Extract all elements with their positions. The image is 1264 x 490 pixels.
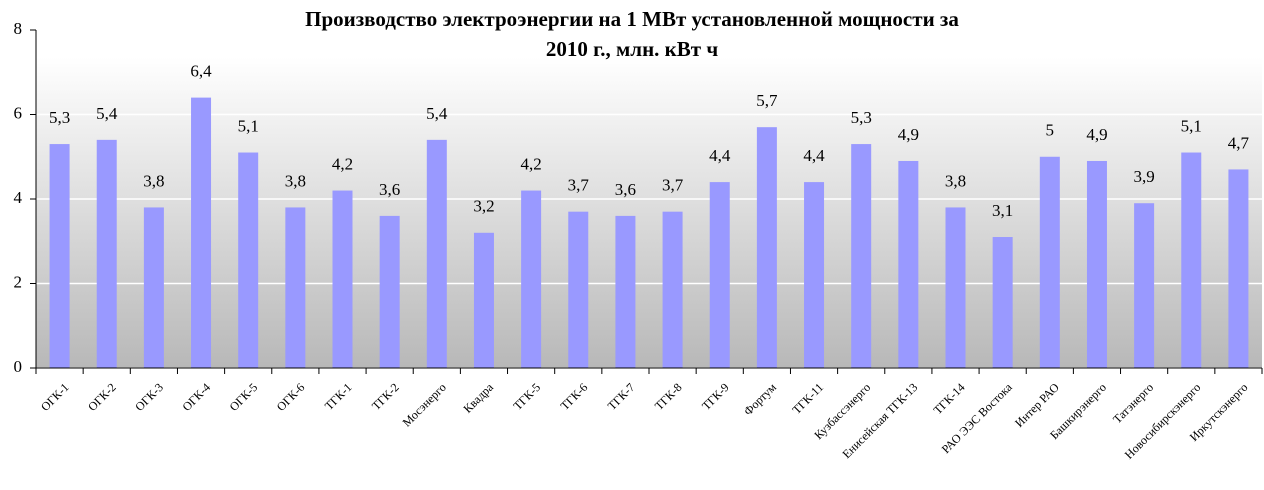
x-tick-label: ТГК-7 [605, 380, 638, 413]
value-label: 3,9 [1133, 167, 1154, 186]
bar [143, 207, 164, 368]
x-tick-label: ОГК-6 [274, 380, 308, 414]
bar [1228, 169, 1249, 368]
value-label: 3,7 [568, 176, 590, 195]
value-label: 3,8 [945, 171, 966, 190]
bar [1039, 156, 1060, 368]
y-tick-label: 2 [14, 272, 23, 291]
x-tick-label: ТГК-11 [789, 380, 826, 417]
value-label: 3,8 [143, 171, 164, 190]
value-label: 5,3 [851, 108, 872, 127]
y-tick-label: 4 [14, 188, 23, 207]
x-tick-label: ТГК-8 [652, 380, 685, 413]
x-tick-label: Квадра [460, 380, 496, 416]
value-label: 5,1 [1181, 116, 1202, 135]
bar [285, 207, 306, 368]
x-tick-label: Татэнерго [1110, 380, 1156, 426]
bar [49, 144, 70, 368]
x-tick-label: ТГК-5 [510, 380, 543, 413]
value-label: 4,9 [1086, 125, 1107, 144]
plot-background [36, 57, 1262, 368]
bar [238, 152, 259, 368]
value-label: 4,4 [803, 146, 825, 165]
value-label: 3,6 [379, 180, 400, 199]
x-tick-label: ТГК-9 [699, 380, 732, 413]
value-label: 3,6 [615, 180, 636, 199]
bar [615, 215, 636, 368]
x-tick-label: Интер РАО [1012, 380, 1062, 430]
x-tick-label: Мосэнерго [400, 380, 449, 429]
x-tick-label: Фортум [741, 380, 779, 418]
value-label: 4,2 [332, 154, 353, 173]
value-label: 4,7 [1228, 133, 1250, 152]
x-tick-label: ОГК-1 [38, 380, 72, 414]
bar [662, 211, 683, 368]
x-tick-label: ОГК-2 [85, 380, 119, 414]
bar [1086, 160, 1107, 368]
x-tick-label: ОГК-5 [227, 380, 261, 414]
value-label: 3,1 [992, 201, 1013, 220]
value-label: 5 [1046, 121, 1055, 140]
x-tick-label: ТГК-1 [322, 380, 355, 413]
value-label: 5,4 [426, 104, 448, 123]
value-label: 5,4 [96, 104, 118, 123]
y-tick-label: 6 [14, 103, 23, 122]
bar [568, 211, 589, 368]
bar [945, 207, 966, 368]
y-tick-label: 0 [14, 357, 23, 376]
bar [851, 144, 872, 368]
x-tick-label: ТГК-2 [369, 380, 402, 413]
x-tick-label: ТГК-14 [931, 380, 968, 417]
bar [1134, 203, 1155, 368]
value-label: 5,7 [756, 91, 778, 110]
value-label: 6,4 [190, 62, 212, 81]
value-label: 3,2 [473, 197, 494, 216]
value-label: 3,7 [662, 176, 684, 195]
bar [426, 139, 447, 368]
bar [709, 182, 730, 368]
bar [473, 232, 494, 368]
x-tick-label: ОГК-3 [132, 380, 166, 414]
value-label: 4,4 [709, 146, 731, 165]
bar [191, 97, 212, 368]
bar [1181, 152, 1202, 368]
bar [804, 182, 825, 368]
value-label: 5,1 [238, 116, 259, 135]
bar [756, 127, 777, 368]
bar [992, 237, 1013, 368]
chart-title: Производство электроэнергии на 1 МВт уст… [305, 7, 959, 61]
bar [898, 160, 919, 368]
x-tick-label: ТГК-6 [558, 380, 591, 413]
bar [332, 190, 353, 368]
value-label: 3,8 [285, 171, 306, 190]
value-label: 5,3 [49, 108, 70, 127]
value-label: 4,2 [520, 154, 541, 173]
bar [96, 139, 117, 368]
bar [379, 215, 400, 368]
value-label: 4,9 [898, 125, 919, 144]
y-tick-label: 8 [14, 19, 23, 38]
x-tick-label: ОГК-4 [179, 380, 213, 414]
bar [521, 190, 542, 368]
